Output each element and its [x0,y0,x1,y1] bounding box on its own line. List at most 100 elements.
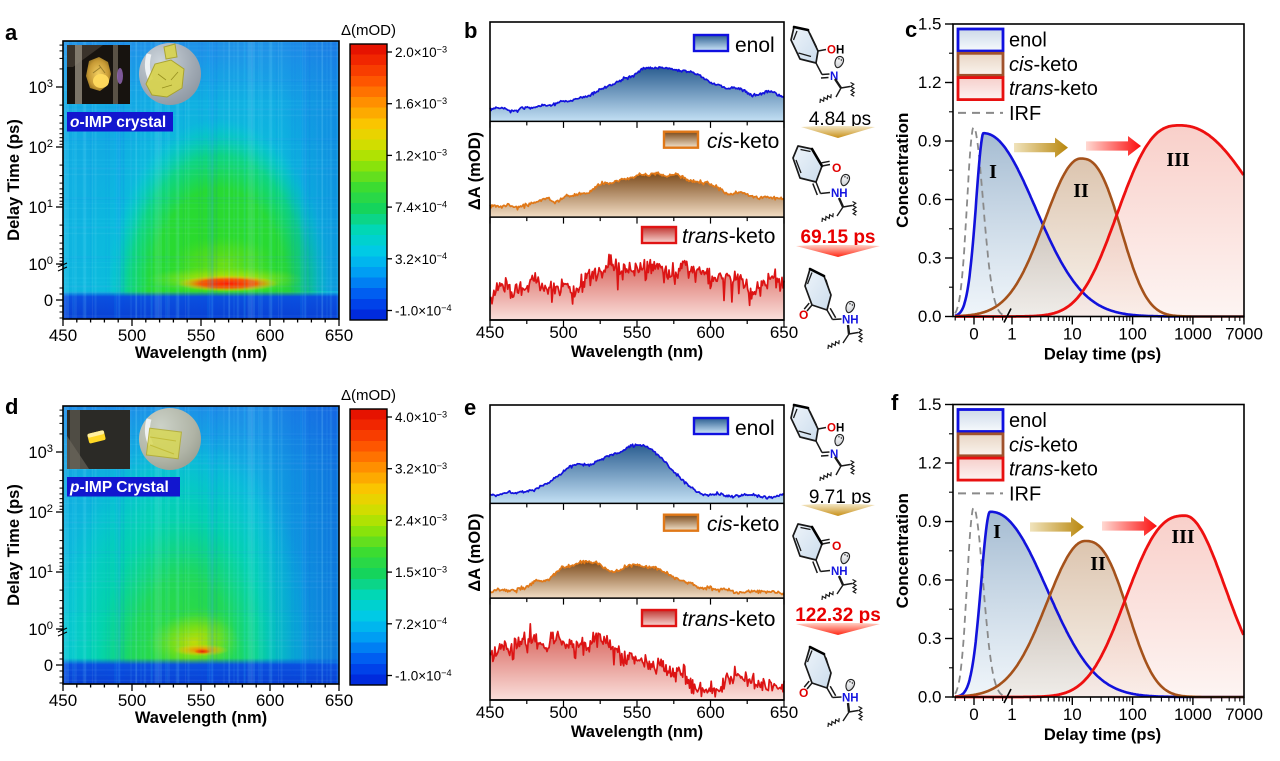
svg-text:500: 500 [118,326,146,345]
svg-text:1.6×10−3: 1.6×10−3 [395,96,447,112]
svg-text:500: 500 [118,691,146,710]
svg-text:1.2: 1.2 [918,73,942,92]
svg-text:d: d [5,394,18,419]
svg-text:0.6: 0.6 [918,571,942,590]
svg-text:Wavelength (nm): Wavelength (nm) [571,723,703,741]
svg-text:ΔA (mOD): ΔA (mOD) [466,132,484,210]
svg-text:III: III [1171,526,1195,548]
svg-text:0: 0 [969,325,978,344]
svg-text:enol: enol [735,417,775,440]
svg-text:Wavelength (nm): Wavelength (nm) [135,344,267,362]
svg-text:10: 10 [1063,705,1082,724]
svg-text:100: 100 [28,620,53,639]
svg-text:IRF: IRF [1009,103,1041,125]
svg-text:550: 550 [623,323,651,342]
svg-text:102: 102 [28,503,53,522]
svg-text:trans-keto: trans-keto [1009,459,1098,481]
svg-text:1.2: 1.2 [918,454,942,473]
svg-text:7000: 7000 [1225,705,1263,724]
svg-text:0.9: 0.9 [918,132,942,151]
svg-text:103: 103 [28,443,53,462]
svg-text:1.2×10−3: 1.2×10−3 [395,148,447,164]
svg-text:550: 550 [187,691,215,710]
svg-text:103: 103 [28,78,53,97]
svg-text:2.0×10−3: 2.0×10−3 [395,44,447,60]
svg-text:0.3: 0.3 [918,629,942,648]
svg-text:7.4×10−4: 7.4×10−4 [395,199,447,215]
svg-text:10: 10 [1063,325,1082,344]
svg-text:III: III [1166,149,1190,171]
svg-text:enol: enol [1009,410,1047,432]
svg-text:4.84 ps: 4.84 ps [809,109,871,130]
svg-text:500: 500 [549,703,577,722]
svg-text:1.5×10−3: 1.5×10−3 [395,564,447,580]
svg-text:Wavelength (nm): Wavelength (nm) [135,709,267,727]
svg-text:Δ(mOD): Δ(mOD) [341,387,396,404]
svg-text:-1.0×10−4: -1.0×10−4 [395,668,452,684]
svg-text:trans-keto: trans-keto [682,608,775,631]
svg-text:Delay time (ps): Delay time (ps) [1044,726,1161,744]
svg-text:a: a [5,20,18,45]
svg-text:I: I [993,521,1001,543]
svg-text:IRF: IRF [1009,483,1041,505]
svg-text:cis-keto: cis-keto [707,513,779,536]
svg-text:Delay Time (ps): Delay Time (ps) [5,484,23,606]
svg-text:Delay Time (ps): Delay Time (ps) [5,119,23,241]
svg-text:101: 101 [28,198,53,217]
svg-text:Δ(mOD): Δ(mOD) [341,22,396,39]
svg-text:e: e [464,395,476,420]
svg-text:cis-keto: cis-keto [1009,54,1078,76]
svg-text:1000: 1000 [1174,325,1212,344]
svg-text:550: 550 [187,326,215,345]
svg-text:II: II [1073,180,1089,202]
svg-text:122.32 ps: 122.32 ps [795,605,881,626]
svg-text:Concentration: Concentration [893,113,912,228]
svg-text:cis-keto: cis-keto [707,130,779,153]
svg-text:600: 600 [256,691,284,710]
svg-text:1: 1 [1007,705,1016,724]
svg-text:550: 550 [623,703,651,722]
svg-text:0: 0 [44,292,53,310]
svg-text:cis-keto: cis-keto [1009,434,1078,456]
svg-text:c: c [905,17,917,42]
svg-text:100: 100 [1118,705,1146,724]
svg-text:1.5: 1.5 [918,15,942,34]
svg-text:0.0: 0.0 [918,688,942,707]
svg-text:trans-keto: trans-keto [1009,78,1098,100]
svg-text:I: I [989,161,997,183]
svg-text:650: 650 [770,703,798,722]
svg-text:650: 650 [770,323,798,342]
svg-text:ΔA (mOD): ΔA (mOD) [466,513,484,591]
svg-text:450: 450 [476,703,504,722]
svg-text:600: 600 [696,323,724,342]
svg-text:3.2×10−4: 3.2×10−4 [395,251,447,267]
svg-text:2.4×10−3: 2.4×10−3 [395,513,447,529]
svg-text:1: 1 [1007,325,1016,344]
svg-text:7.2×10−4: 7.2×10−4 [395,616,447,632]
svg-text:450: 450 [476,323,504,342]
svg-text:b: b [464,18,477,43]
svg-text:o-IMP crystal: o-IMP crystal [70,114,166,131]
svg-text:enol: enol [735,34,775,57]
svg-text:1.5: 1.5 [918,395,942,414]
svg-text:9.71 ps: 9.71 ps [809,487,871,508]
svg-text:100: 100 [1118,325,1146,344]
svg-text:1000: 1000 [1174,705,1212,724]
svg-text:Concentration: Concentration [893,493,912,608]
svg-text:450: 450 [49,326,77,345]
svg-text:0.0: 0.0 [918,307,942,326]
svg-text:500: 500 [549,323,577,342]
svg-text:650: 650 [325,326,353,345]
svg-text:trans-keto: trans-keto [682,225,775,248]
svg-text:650: 650 [325,691,353,710]
svg-text:7000: 7000 [1225,325,1263,344]
svg-text:600: 600 [696,703,724,722]
svg-text:-1.0×10−4: -1.0×10−4 [395,303,452,319]
svg-text:101: 101 [28,563,53,582]
svg-text:450: 450 [49,691,77,710]
svg-text:0.3: 0.3 [918,249,942,268]
svg-text:102: 102 [28,138,53,157]
svg-text:Wavelength (nm): Wavelength (nm) [571,343,703,361]
svg-text:0.9: 0.9 [918,512,942,531]
svg-text:f: f [891,390,899,415]
